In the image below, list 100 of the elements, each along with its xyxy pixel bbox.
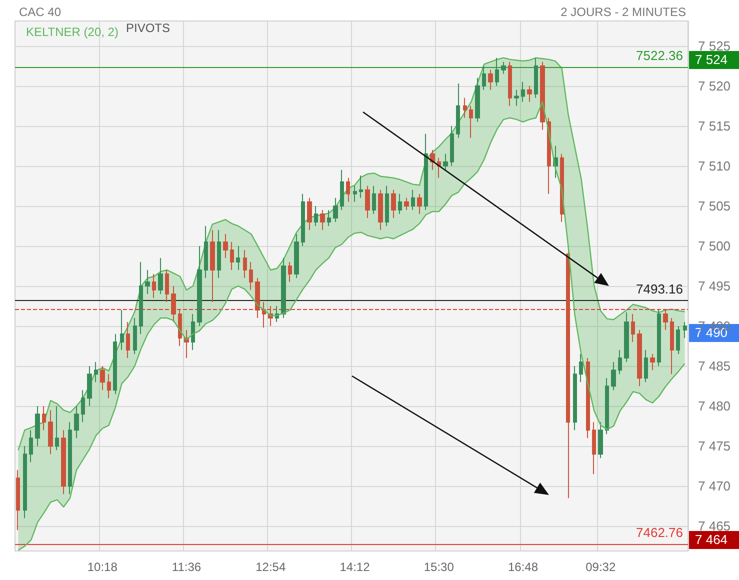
ref-line-label: 7462.76: [636, 525, 683, 540]
candlestick: [340, 169, 344, 210]
candlestick: [501, 61, 506, 74]
chart-subtitle: 2 JOURS - 2 MINUTES: [560, 5, 686, 19]
candlestick: [35, 406, 40, 447]
candlestick: [133, 318, 137, 355]
candlestick: [605, 378, 609, 435]
candlestick: [650, 354, 655, 371]
candlestick: [55, 406, 59, 451]
candlestick: [294, 233, 299, 278]
candlestick: [663, 310, 668, 331]
x-tick-label: 10:18: [87, 560, 118, 574]
candlestick: [152, 273, 156, 299]
x-tick-label: 15:30: [424, 560, 454, 574]
candlestick: [236, 245, 240, 270]
candlestick: [314, 205, 318, 226]
candlestick: [521, 81, 525, 102]
candlestick: [333, 197, 338, 222]
candlestick: [611, 362, 616, 391]
y-tick-label: 7 465: [698, 518, 731, 534]
candlestick: [624, 312, 629, 363]
candlestick: [676, 326, 680, 355]
candlestick: [592, 422, 596, 475]
text: 7 464: [695, 532, 728, 547]
candlestick: [223, 233, 228, 258]
candlestick: [637, 330, 642, 387]
candlestick: [404, 197, 409, 210]
candlestick: [255, 277, 260, 319]
y-tick-label: 7 475: [698, 438, 731, 454]
ref-line-label: 7493.16: [636, 282, 683, 297]
candlestick: [42, 406, 46, 431]
candlestick: [598, 422, 603, 459]
candlestick: [178, 310, 182, 347]
candlestick: [171, 286, 176, 323]
candlestick: [657, 310, 661, 367]
candlestick: [385, 185, 389, 226]
candlestick: [100, 366, 105, 391]
candlestick: [68, 422, 72, 495]
candlestick: [126, 322, 130, 359]
candlestick: [16, 470, 20, 531]
candlestick: [158, 257, 163, 295]
candlestick: [495, 57, 499, 86]
y-tick-label: 7 525: [698, 38, 731, 54]
candlestick: [378, 189, 383, 230]
candlestick: [365, 185, 370, 218]
chart-title: CAC 40: [19, 5, 62, 19]
candlestick: [145, 269, 150, 295]
candlestick: [450, 125, 454, 166]
y-tick-label: 7 480: [698, 398, 731, 414]
candlestick: [670, 318, 674, 375]
candlestick: [327, 209, 331, 226]
candlestick: [113, 334, 117, 395]
candlestick: [281, 257, 286, 319]
candlestick: [107, 374, 111, 399]
y-tick-label: 7 510: [698, 158, 731, 174]
candlestick: [307, 197, 312, 230]
candlestick: [249, 261, 253, 291]
candlestick: [359, 175, 363, 198]
y-tick-label: 7 515: [698, 118, 731, 134]
candlestick: [346, 177, 350, 202]
candlestick: [618, 350, 622, 375]
ref-line-label: 7522.36: [636, 48, 683, 63]
candlestick: [534, 57, 538, 98]
candlestick: [23, 446, 27, 519]
candlestick: [139, 261, 143, 335]
candlestick: [74, 406, 79, 439]
candlestick: [482, 65, 486, 90]
candlestick: [540, 61, 545, 130]
candlestick: [204, 225, 208, 278]
candlestick: [417, 193, 422, 214]
text: KELTNER (20, 2): [26, 25, 118, 39]
x-tick-label: 09:32: [586, 560, 616, 574]
candlestick: [456, 82, 460, 138]
text: 7 524: [695, 52, 728, 67]
candlestick: [644, 350, 648, 383]
candlestick: [508, 61, 512, 106]
candlestick: [372, 185, 376, 214]
y-tick-label: 7 500: [698, 238, 731, 254]
candlestick: [398, 193, 402, 214]
candlestick: [631, 314, 635, 343]
candlestick: [475, 77, 480, 122]
candlestick: [87, 366, 92, 407]
y-tick-label: 7 520: [698, 78, 731, 94]
candlestick: [469, 105, 473, 138]
candlestick: [391, 189, 396, 218]
candlestick: [165, 269, 169, 303]
candlestick: [320, 209, 325, 230]
candlestick: [243, 249, 247, 278]
candlestick: [288, 261, 292, 282]
candlestick: [61, 430, 66, 495]
candlestick: [488, 69, 493, 90]
candlestick: [579, 354, 583, 383]
candlestick: [210, 229, 215, 303]
y-tick-label: 7 485: [698, 358, 731, 374]
candlestick: [197, 245, 202, 327]
x-tick-label: 14:12: [340, 560, 370, 574]
candlestick: [29, 430, 33, 463]
candlestick: [463, 97, 467, 118]
candlestick: [48, 410, 53, 455]
candlestick: [120, 310, 124, 351]
